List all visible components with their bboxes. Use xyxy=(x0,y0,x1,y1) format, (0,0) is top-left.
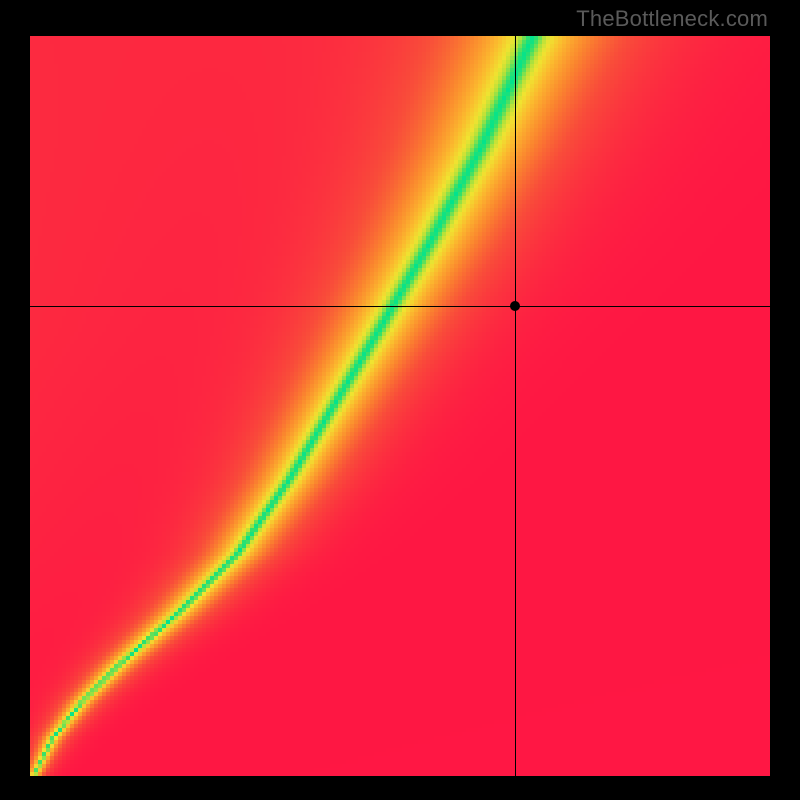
chart-frame: TheBottleneck.com xyxy=(0,0,800,800)
plot-area xyxy=(30,36,770,776)
bottleneck-heatmap xyxy=(30,36,770,776)
crosshair-horizontal xyxy=(30,306,770,307)
crosshair-vertical xyxy=(515,36,516,776)
watermark-text: TheBottleneck.com xyxy=(576,6,768,32)
crosshair-marker-dot xyxy=(510,301,520,311)
